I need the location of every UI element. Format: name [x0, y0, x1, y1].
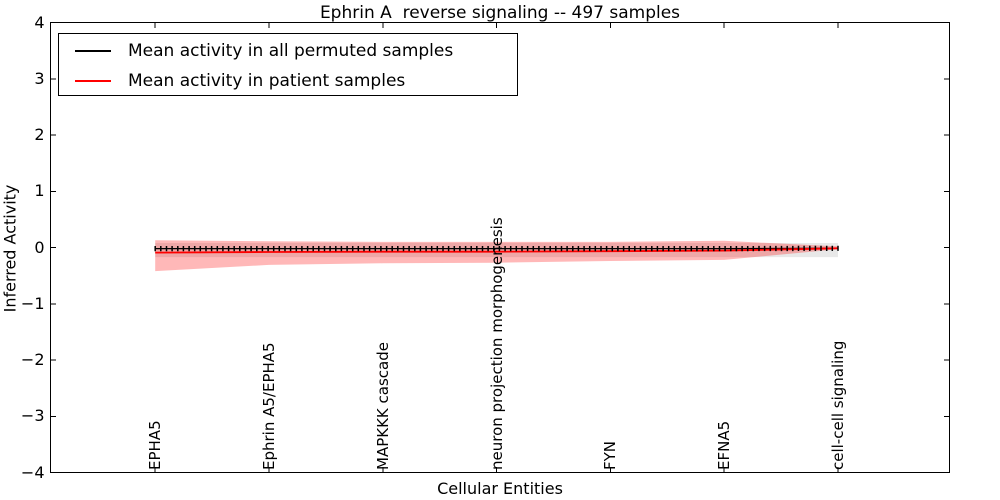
mean-line-patient	[155, 247, 839, 254]
chart-title: Ephrin A reverse signaling -- 497 sample…	[319, 3, 681, 23]
legend-item-label: Mean activity in patient samples	[128, 70, 406, 91]
legend: Mean activity in all permuted samples Mea…	[58, 33, 518, 96]
x-tick-label: EPHA5	[146, 419, 165, 470]
y-tick-label: −4	[20, 462, 45, 482]
y-tick-label: 2	[34, 125, 45, 144]
y-tick-label: −3	[20, 406, 45, 426]
x-tick-label: MAPKKK cascade	[373, 341, 392, 470]
y-tick-label: 4	[34, 12, 45, 32]
legend-item: Mean activity in patient samples	[59, 67, 517, 94]
y-tick-label: −1	[20, 293, 45, 313]
x-tick-label: cell-cell signaling	[828, 340, 847, 470]
patient-samples-std-band	[155, 240, 838, 272]
legend-item: Mean activity in all permuted samples	[59, 37, 517, 64]
legend-item-label: Mean activity in all permuted samples	[128, 40, 454, 61]
axis-ticks	[50, 22, 950, 473]
legend-line-sample	[75, 49, 111, 52]
legend-line-sample	[75, 79, 111, 82]
x-tick-label: EFNA5	[715, 420, 734, 470]
permuted-samples-std-band	[155, 243, 838, 258]
x-tick-label: Ephrin A5/EPHA5	[259, 341, 278, 470]
y-tick-label: −2	[20, 350, 45, 369]
x-axis-label: Cellular Entities	[437, 479, 563, 498]
marker-ticks	[154, 245, 839, 252]
x-tick-label: neuron projection morphogenesis	[487, 216, 506, 470]
y-tick-label: 0	[34, 237, 45, 257]
y-tick-label: 3	[34, 68, 45, 88]
x-tick-label: FYN	[601, 440, 620, 470]
y-tick-label: 1	[34, 181, 45, 201]
